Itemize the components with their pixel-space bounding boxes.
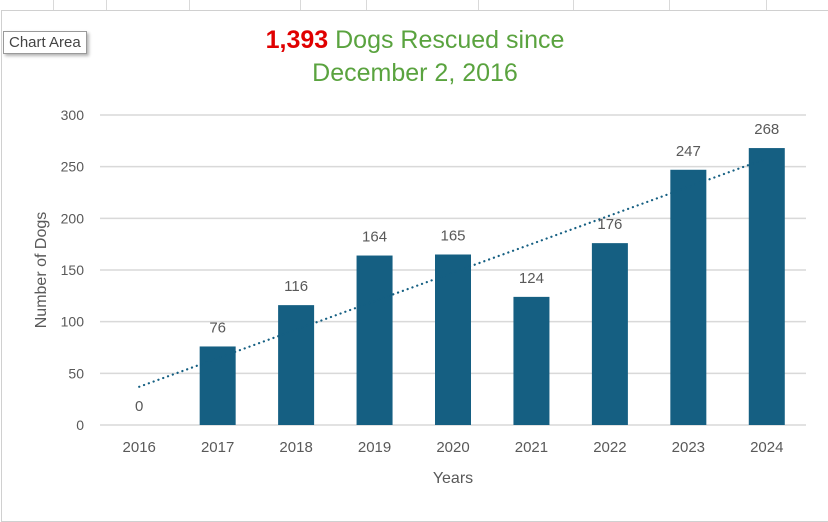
data-label: 124	[519, 270, 544, 287]
x-tick-label: 2020	[436, 439, 469, 456]
y-tick-label: 50	[68, 365, 84, 381]
x-tick-label: 2024	[750, 439, 783, 456]
x-tick-label: 2018	[279, 439, 312, 456]
column-divider	[300, 0, 301, 10]
data-label: 164	[362, 229, 387, 246]
column-divider	[766, 0, 767, 10]
chart-title-line2: December 2, 2016	[312, 59, 518, 87]
bar	[513, 296, 550, 425]
data-label: 247	[676, 143, 701, 160]
bar	[356, 255, 393, 425]
column-divider	[106, 0, 107, 10]
x-axis-title: Years	[433, 470, 473, 487]
column-divider	[573, 0, 574, 10]
y-tick-label: 250	[61, 159, 85, 175]
y-tick-label: 300	[61, 107, 85, 123]
bar	[591, 243, 628, 425]
x-tick-label: 2022	[593, 439, 626, 456]
spreadsheet-header-row	[0, 0, 828, 12]
chart-title-line1: 1,393 Dogs Rescued since	[210, 25, 620, 55]
data-label: 76	[209, 319, 226, 336]
data-label: 268	[754, 121, 779, 138]
column-divider	[669, 0, 670, 10]
y-tick-label: 0	[76, 417, 84, 433]
y-tick-label: 150	[61, 262, 85, 278]
x-tick-label: 2021	[515, 439, 548, 456]
data-label: 0	[135, 398, 143, 415]
x-tick-label: 2023	[672, 439, 705, 456]
bar	[748, 148, 785, 426]
x-tick-label: 2019	[358, 439, 391, 456]
y-tick-label: 200	[61, 210, 85, 226]
y-axis-title: Number of Dogs	[33, 212, 50, 329]
title-text: Dogs Rescued since	[335, 26, 565, 54]
data-label: 165	[440, 228, 465, 245]
bar	[670, 169, 707, 425]
column-divider	[478, 0, 479, 10]
x-tick-label: 2017	[201, 439, 234, 456]
rescued-count: 1,393	[265, 26, 329, 54]
data-label: 116	[284, 278, 308, 295]
chart-area-tooltip: Chart Area	[3, 31, 87, 54]
bar	[278, 305, 315, 425]
column-divider	[366, 0, 367, 10]
column-divider	[189, 0, 190, 10]
bar	[199, 346, 236, 425]
y-tick-label: 100	[61, 314, 85, 330]
trendline	[138, 157, 768, 388]
data-label: 176	[597, 216, 622, 233]
column-divider	[53, 0, 54, 10]
x-tick-label: 2016	[123, 439, 156, 456]
bar	[435, 254, 471, 425]
